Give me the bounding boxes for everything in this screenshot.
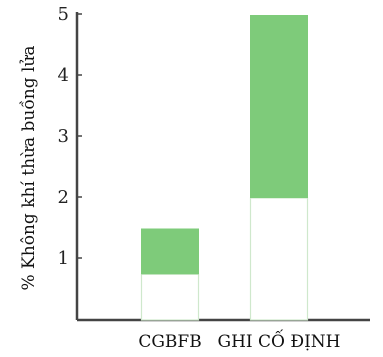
y-axis-title: % Không khí thừa buồng lửa (19, 45, 39, 290)
bar-base-outline (249, 197, 309, 321)
x-category-label: CGBFB (138, 332, 201, 352)
y-tick-label: 4 (58, 65, 69, 86)
labels-group: 1 2 3 4 5 CGBFB GHI CỐ ĐỊNH (58, 4, 341, 352)
bar-range (250, 15, 308, 198)
bar-base-outline (140, 273, 200, 321)
y-tick-label: 3 (58, 126, 69, 147)
axes (75, 12, 370, 322)
bars-group (140, 15, 309, 321)
bar-range (141, 228, 199, 275)
y-tick-label: 5 (58, 4, 69, 25)
y-tick-label: 1 (58, 248, 69, 269)
x-category-label: GHI CỐ ĐỊNH (217, 329, 340, 352)
y-tick-label: 2 (58, 187, 69, 208)
